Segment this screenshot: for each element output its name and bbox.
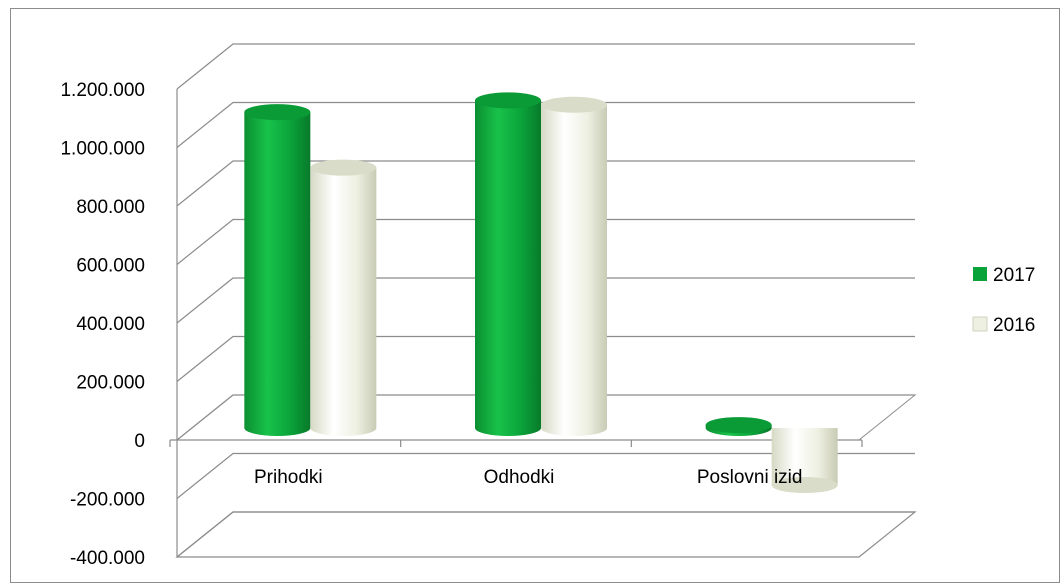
gridline [176, 101, 915, 148]
legend-label: 2016 [993, 315, 1035, 336]
gridline [176, 452, 915, 499]
y-tick-label: 600.000 [76, 256, 145, 277]
bars [244, 92, 838, 494]
bar-body [244, 112, 311, 436]
bar [771, 428, 838, 494]
gridline [176, 511, 915, 558]
bar-top [541, 96, 607, 113]
y-tick-label: 400.000 [76, 314, 145, 335]
bar [541, 96, 607, 436]
gridline [176, 335, 915, 382]
x-category-label: Poslovni izid [697, 467, 803, 488]
labels: 1.200.000 1.000.000 800.000 600.000 400.000 2… [60, 80, 802, 569]
y-tick-label: -200.000 [70, 490, 145, 511]
x-category-label: Odhodki [484, 467, 555, 488]
floor-plane [175, 511, 917, 558]
gridline [176, 160, 915, 207]
gridline [176, 43, 915, 90]
gridline [176, 277, 915, 324]
bar [475, 92, 541, 437]
y-tick-label: 200.000 [76, 373, 145, 394]
x-category-label: Prihodki [254, 467, 323, 488]
bar-top [310, 159, 377, 176]
gridline [176, 218, 915, 265]
bar-body [771, 428, 838, 494]
bar-top [771, 477, 838, 494]
legend-swatch [972, 316, 988, 332]
bar-top [475, 92, 541, 109]
bar-top [705, 417, 772, 434]
y-tick-label: 1.200.000 [60, 80, 145, 101]
y-tick-label: 1.000.000 [60, 139, 145, 160]
bar [244, 104, 311, 436]
y-tick-label: 800.000 [76, 197, 145, 218]
bar [310, 159, 377, 437]
legend-label: 2017 [993, 265, 1035, 286]
bar [705, 417, 772, 436]
legend: 2017 2016 [972, 265, 1035, 336]
bar-body [541, 104, 607, 436]
y-tick-label: -400.000 [70, 548, 145, 569]
bar-body [475, 100, 541, 437]
y-tick-label: 0 [134, 431, 145, 452]
legend-swatch [973, 267, 987, 281]
bar-body [310, 167, 377, 437]
bar-top [244, 104, 311, 121]
